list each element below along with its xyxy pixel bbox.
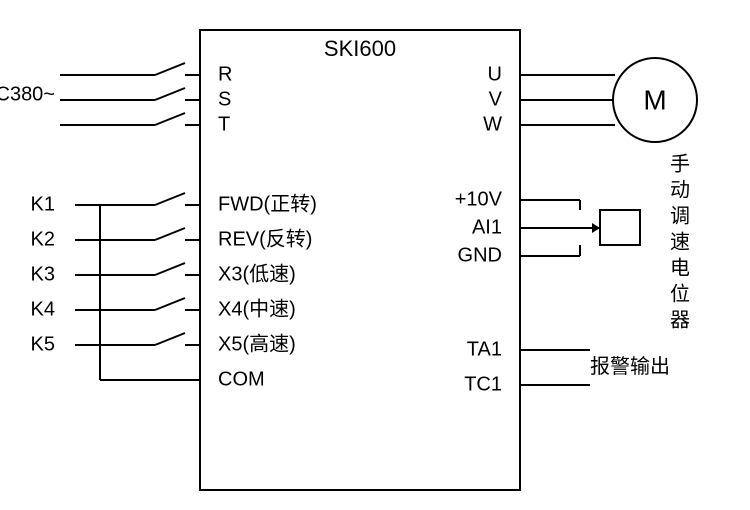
pin-com: COM	[218, 368, 265, 390]
pin-TC1: TC1	[464, 373, 502, 395]
potentiometer-label-char-4: 电	[670, 256, 690, 279]
pin-S: S	[218, 88, 231, 110]
pin-left-K5: X5(高速)	[218, 332, 296, 355]
potentiometer-label-char-5: 位	[670, 282, 690, 305]
switch-label-K5: K5	[31, 333, 55, 355]
potentiometer-label-char-3: 速	[670, 230, 690, 253]
potentiometer-label-char-2: 调	[670, 204, 690, 227]
pin-U: U	[488, 63, 502, 85]
pin-W: W	[483, 113, 502, 135]
title-label: SKI600	[324, 36, 396, 61]
pin-TA1: TA1	[467, 338, 502, 360]
switch-label-K4: K4	[31, 298, 55, 320]
switch-label-K3: K3	[31, 263, 55, 285]
pin-AI1: AI1	[472, 216, 502, 238]
ac-source-label: AC380~	[0, 83, 55, 105]
potentiometer-label-char-6: 器	[670, 309, 690, 331]
pin-left-K3: X3(低速)	[218, 262, 296, 285]
alarm-output-label: 报警输出	[590, 355, 670, 378]
pin-R: R	[218, 63, 232, 85]
pin-left-K1: FWD(正转)	[218, 192, 317, 215]
potentiometer-label-char-1: 动	[670, 178, 690, 201]
switch-label-K1: K1	[31, 193, 55, 215]
switch-label-K2: K2	[31, 228, 55, 250]
pin-10V: +10V	[455, 188, 503, 210]
pin-GND: GND	[458, 244, 502, 266]
pin-T: T	[218, 113, 230, 135]
pin-left-K2: REV(反转)	[218, 227, 312, 250]
potentiometer-symbol	[600, 210, 640, 245]
motor-label: M	[643, 84, 666, 115]
potentiometer-label-char-0: 手	[670, 152, 690, 175]
pin-left-K4: X4(中速)	[218, 297, 296, 320]
pin-V: V	[489, 88, 503, 110]
